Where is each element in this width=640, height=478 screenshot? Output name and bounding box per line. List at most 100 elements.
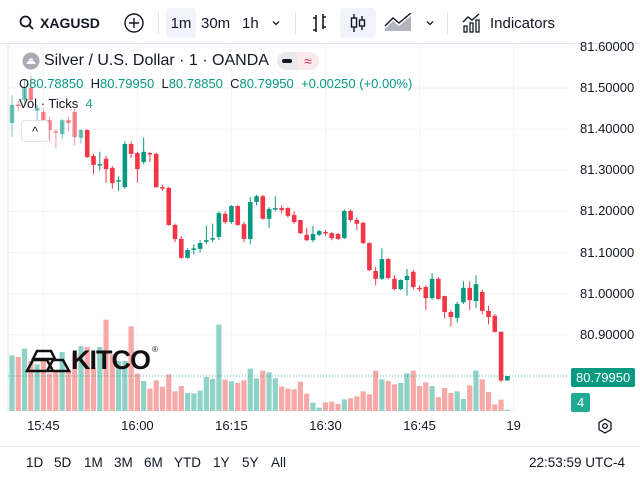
volume-bar: [178, 386, 184, 411]
candle-body: [448, 312, 454, 318]
interval-30m[interactable]: 30m: [201, 14, 231, 32]
price-axis-label: 81.30000: [580, 162, 635, 178]
volume-bar: [442, 388, 448, 411]
candle-body: [498, 331, 504, 381]
volume-bar: [279, 386, 285, 411]
candle-body: [15, 104, 21, 107]
interval-1h[interactable]: 1h: [242, 14, 259, 32]
high-value: 80.79950: [99, 76, 155, 91]
range-ytd[interactable]: YTD: [174, 455, 201, 470]
volume-bar: [429, 386, 435, 411]
close-value: 80.79950: [239, 76, 294, 91]
candle-body: [273, 208, 278, 210]
candle-body: [304, 234, 309, 241]
top-toolbar: XAGUSD 1m 30m 1h Indicators: [0, 0, 640, 44]
volume-bar: [504, 409, 510, 411]
volume-bar: [159, 386, 166, 411]
indicators-button[interactable]: Indicators: [461, 8, 555, 38]
candle-body: [41, 111, 46, 121]
symbol-search-button[interactable]: XAGUSD: [18, 8, 100, 38]
settings-button[interactable]: [597, 418, 613, 439]
volume-bar: [78, 346, 84, 411]
candle-body: [367, 243, 372, 271]
area-chart-type-button[interactable]: [383, 8, 415, 38]
volume-bar: [197, 390, 203, 411]
candle-body: [222, 213, 228, 223]
volume-bar: [172, 391, 178, 411]
range-3m[interactable]: 3M: [114, 455, 133, 470]
time-axis-label: 16:45: [403, 418, 436, 433]
price-chart[interactable]: [0, 0, 640, 446]
time-axis-label: 19: [506, 418, 521, 433]
clock[interactable]: 22:53:59 UTC-4: [529, 455, 626, 470]
candle-body: [486, 310, 491, 318]
candle-body: [417, 287, 422, 290]
candle-body: [191, 248, 197, 250]
volume-bar: [379, 379, 385, 411]
price-axis-label: 80.90000: [580, 326, 635, 342]
candle-body: [160, 187, 165, 189]
price-axis-label: 81.60000: [580, 39, 635, 54]
price-axis-label: 81.20000: [580, 203, 635, 219]
candlestick-icon: [350, 14, 366, 32]
candles-chart-type-button[interactable]: [340, 8, 376, 38]
candle-body: [316, 231, 322, 235]
volume-bar: [9, 355, 15, 411]
candle-body: [91, 155, 96, 165]
volume-bar: [373, 370, 379, 411]
range-6m[interactable]: 6M: [144, 455, 163, 470]
volume-bar: [404, 373, 410, 411]
volume-bar: [341, 399, 347, 411]
interval-dropdown[interactable]: [270, 8, 282, 38]
range-all[interactable]: All: [271, 455, 287, 470]
collapse-legend-button[interactable]: ^: [21, 120, 49, 142]
bars-chart-type-button[interactable]: [308, 8, 332, 38]
candle-body: [360, 222, 366, 244]
volume-bar: [391, 384, 398, 411]
hide-button[interactable]: [276, 52, 297, 70]
volume-badge: 4: [571, 393, 591, 412]
candle-body: [166, 187, 172, 225]
volume-bar: [354, 396, 360, 411]
range-1d[interactable]: 1D: [26, 455, 44, 470]
volume-bar: [216, 324, 222, 411]
symbol-label: XAGUSD: [40, 15, 100, 31]
chart-type-dropdown[interactable]: [424, 8, 436, 38]
silver-symbol-icon: [22, 52, 40, 70]
volume-bar: [15, 357, 21, 411]
range-5d[interactable]: 5D: [54, 455, 72, 470]
candle-body: [178, 238, 184, 258]
volume-bar: [492, 404, 498, 411]
time-axis-label: 16:30: [309, 418, 342, 433]
indicators-label: Indicators: [490, 14, 556, 32]
compare-symbol-button[interactable]: [121, 8, 147, 38]
divider: [158, 12, 159, 34]
candle-body: [279, 208, 284, 211]
range-5y[interactable]: 5Y: [242, 455, 259, 470]
candle-body: [172, 224, 178, 239]
volume-bar: [109, 354, 115, 411]
volume-bar: [316, 407, 322, 411]
candle-body: [479, 291, 485, 311]
candle-body: [84, 130, 90, 158]
candle-body: [153, 153, 159, 188]
volume-bar: [34, 364, 40, 411]
range-1m[interactable]: 1M: [84, 455, 103, 470]
volume-bar: [454, 391, 460, 411]
volume-bar: [498, 399, 504, 411]
volume-bar: [416, 386, 423, 411]
registered-mark: ®: [152, 345, 158, 354]
candle-body: [505, 376, 510, 381]
volume-bar: [410, 370, 416, 411]
volume-bar: [21, 348, 28, 411]
candle-body: [122, 143, 128, 188]
candle-body: [78, 130, 84, 138]
kitco-wordmark: KITCO: [71, 345, 151, 375]
time-axis-label: 15:45: [27, 418, 60, 433]
interval-1m[interactable]: 1m: [166, 8, 196, 38]
market-status-icon[interactable]: ≈: [296, 52, 319, 70]
range-1y[interactable]: 1Y: [213, 455, 230, 470]
candle-body: [467, 287, 473, 301]
candle-body: [254, 196, 259, 202]
volume-bar: [103, 319, 109, 411]
